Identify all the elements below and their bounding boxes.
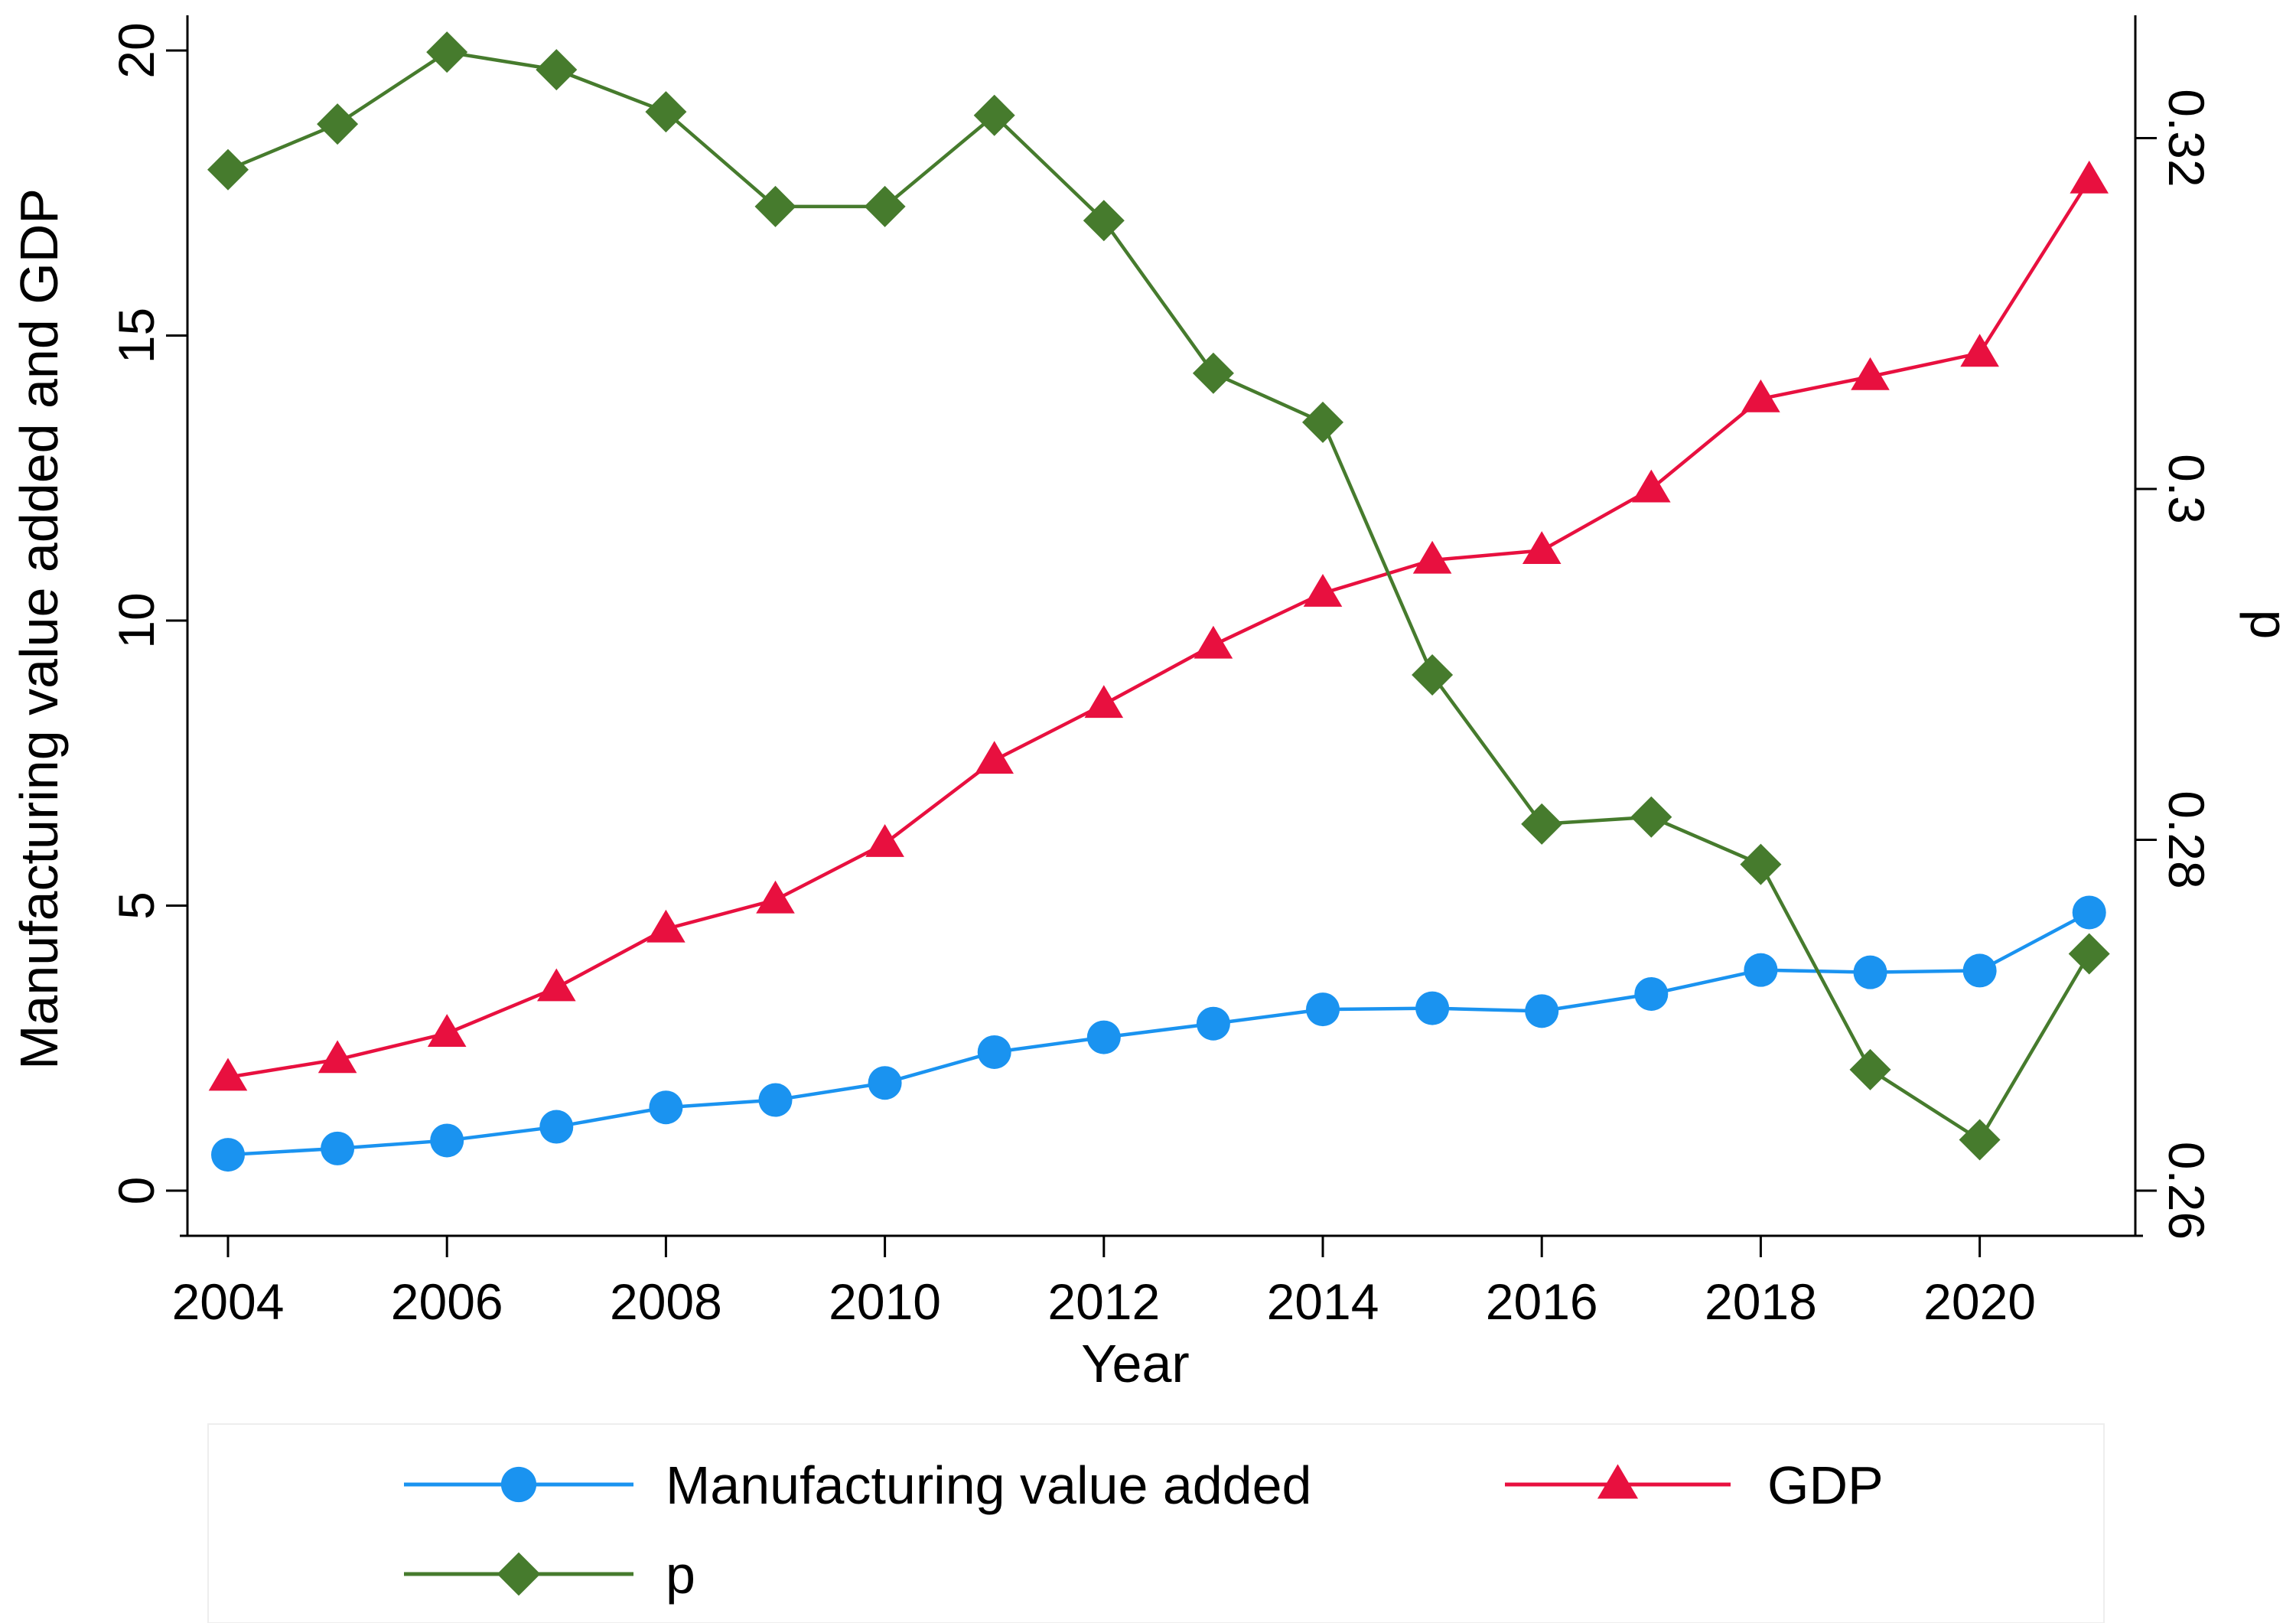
data-point-manufacturing-value-added (1744, 953, 1778, 987)
x-tick-label: 2016 (1486, 1273, 1598, 1330)
y-left-tick-label: 20 (108, 22, 164, 78)
data-point-p (1192, 352, 1234, 394)
data-point-gdp (646, 909, 686, 943)
data-point-gdp (1412, 540, 1452, 574)
data-point-gdp (1851, 357, 1890, 390)
data-point-manufacturing-value-added (539, 1110, 574, 1144)
x-tick-label: 2004 (172, 1273, 285, 1330)
legend-marker-gdp (1597, 1464, 1639, 1499)
data-point-p (645, 91, 687, 133)
data-point-manufacturing-value-added (977, 1035, 1011, 1069)
legend-label-p: p (666, 1545, 695, 1605)
data-point-manufacturing-value-added (1634, 976, 1669, 1011)
y-right-tick-label: 0.3 (2158, 454, 2215, 524)
x-tick-label: 2014 (1267, 1273, 1379, 1330)
y-right-tick-label: 0.28 (2158, 790, 2215, 888)
x-tick-label: 2020 (1923, 1273, 2036, 1330)
data-point-p (426, 31, 468, 73)
y-right-tick-label: 0.32 (2158, 89, 2215, 187)
y-axis-left-title: Manufacturing value added and GDP (9, 188, 69, 1070)
data-point-gdp (1632, 469, 1671, 503)
data-point-gdp (427, 1014, 467, 1047)
y-right-tick-label: 0.26 (2158, 1142, 2215, 1240)
data-point-manufacturing-value-added (430, 1123, 464, 1158)
data-point-manufacturing-value-added (1962, 953, 1997, 988)
plot-markers (207, 31, 2110, 1172)
y-left-tick-label: 0 (108, 1177, 164, 1205)
y-left-tick-label: 10 (108, 592, 164, 648)
data-point-gdp (1741, 379, 1780, 412)
legend-box (207, 1423, 2105, 1623)
legend-label-manufacturing-value-added: Manufacturing value added (666, 1455, 1311, 1515)
data-point-p (207, 148, 249, 191)
data-point-manufacturing-value-added (649, 1090, 683, 1125)
data-point-p (1630, 796, 1672, 838)
data-point-gdp (1194, 625, 1233, 659)
series-line-manufacturing-value-added (227, 911, 2090, 1157)
y-left-tick-label: 15 (108, 308, 164, 363)
series-line-p (227, 50, 2091, 1142)
data-point-gdp (756, 880, 795, 914)
data-point-p (754, 185, 796, 227)
data-point-p (1740, 843, 1782, 885)
data-point-manufacturing-value-added (2072, 895, 2106, 930)
data-point-p (1521, 803, 1563, 845)
data-point-gdp (2070, 160, 2109, 194)
data-point-manufacturing-value-added (1306, 992, 1340, 1027)
data-point-manufacturing-value-added (1525, 994, 1559, 1028)
data-point-manufacturing-value-added (1086, 1020, 1121, 1054)
data-point-p (2068, 933, 2110, 975)
data-point-manufacturing-value-added (868, 1066, 902, 1100)
data-point-manufacturing-value-added (1415, 991, 1450, 1025)
data-point-manufacturing-value-added (321, 1131, 355, 1165)
data-point-gdp (1084, 685, 1124, 719)
series-line-gdp (227, 178, 2091, 1079)
data-point-p (1849, 1048, 1891, 1090)
data-point-p (864, 185, 906, 227)
data-point-manufacturing-value-added (1196, 1006, 1230, 1041)
legend-marker-p (497, 1552, 541, 1596)
data-point-p (317, 103, 359, 145)
axes: 0 5 10 15 20 0.26 0.28 0.3 0.32 2004 2006 2008 2010 2… (108, 15, 2215, 1330)
x-tick-label: 2008 (610, 1273, 722, 1330)
plot-lines (227, 50, 2091, 1157)
x-axis-title: Year (1081, 1334, 1189, 1393)
data-point-gdp (1522, 531, 1562, 564)
legend: Manufacturing value added GDP p (207, 1423, 2105, 1623)
data-point-p (536, 49, 578, 91)
data-point-manufacturing-value-added (1853, 955, 1887, 989)
data-point-gdp (318, 1040, 357, 1074)
data-point-p (1302, 401, 1343, 443)
x-tick-label: 2012 (1047, 1273, 1160, 1330)
data-point-gdp (1960, 334, 1999, 367)
data-point-gdp (1303, 573, 1343, 607)
x-tick-label: 2010 (829, 1273, 941, 1330)
data-point-gdp (865, 823, 904, 857)
y-axis-right-title: p (2239, 610, 2296, 640)
legend-marker-manufacturing-value-added (500, 1466, 537, 1503)
data-point-gdp (537, 968, 576, 1002)
data-point-p (1412, 654, 1454, 696)
data-point-manufacturing-value-added (211, 1138, 245, 1172)
y-left-tick-label: 5 (108, 891, 164, 920)
data-point-p (973, 94, 1015, 136)
data-point-gdp (208, 1058, 248, 1091)
data-point-gdp (975, 741, 1014, 774)
data-point-p (1959, 1119, 2001, 1161)
data-point-p (1083, 200, 1125, 242)
x-tick-label: 2006 (391, 1273, 503, 1330)
x-tick-label: 2018 (1705, 1273, 1817, 1330)
legend-label-gdp: GDP (1767, 1455, 1884, 1515)
data-point-manufacturing-value-added (758, 1083, 793, 1117)
